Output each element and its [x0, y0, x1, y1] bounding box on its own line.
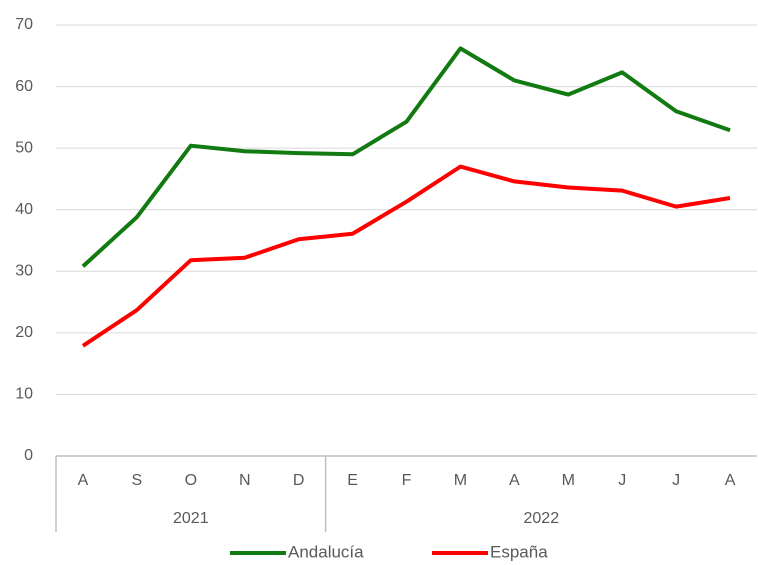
- group-label: 2021: [173, 510, 209, 527]
- x-tick-label: E: [347, 472, 358, 489]
- group-label: 2022: [524, 510, 560, 527]
- x-tick-label: A: [78, 472, 89, 489]
- x-tick-label: M: [454, 472, 467, 489]
- x-tick-label: D: [293, 472, 305, 489]
- x-tick-label: A: [509, 472, 520, 489]
- x-tick-label: N: [239, 472, 251, 489]
- x-tick-label: M: [562, 472, 575, 489]
- x-tick-label: J: [618, 472, 626, 489]
- y-tick-label: 40: [15, 201, 33, 218]
- x-tick-label: S: [132, 472, 143, 489]
- y-tick-label: 50: [15, 139, 33, 156]
- y-tick-label: 0: [24, 447, 33, 464]
- y-tick-label: 20: [15, 324, 33, 341]
- y-tick-label: 60: [15, 78, 33, 95]
- y-tick-label: 70: [15, 16, 33, 33]
- legend-label: Andalucía: [288, 542, 364, 561]
- x-tick-label: A: [725, 472, 736, 489]
- x-tick-label: J: [672, 472, 680, 489]
- series-line: [81, 46, 731, 268]
- x-tick-label: O: [185, 472, 197, 489]
- y-tick-label: 10: [15, 386, 33, 403]
- y-tick-label: 30: [15, 263, 33, 280]
- legend-label: España: [490, 542, 548, 561]
- series-line: [81, 164, 731, 348]
- x-tick-label: F: [402, 472, 412, 489]
